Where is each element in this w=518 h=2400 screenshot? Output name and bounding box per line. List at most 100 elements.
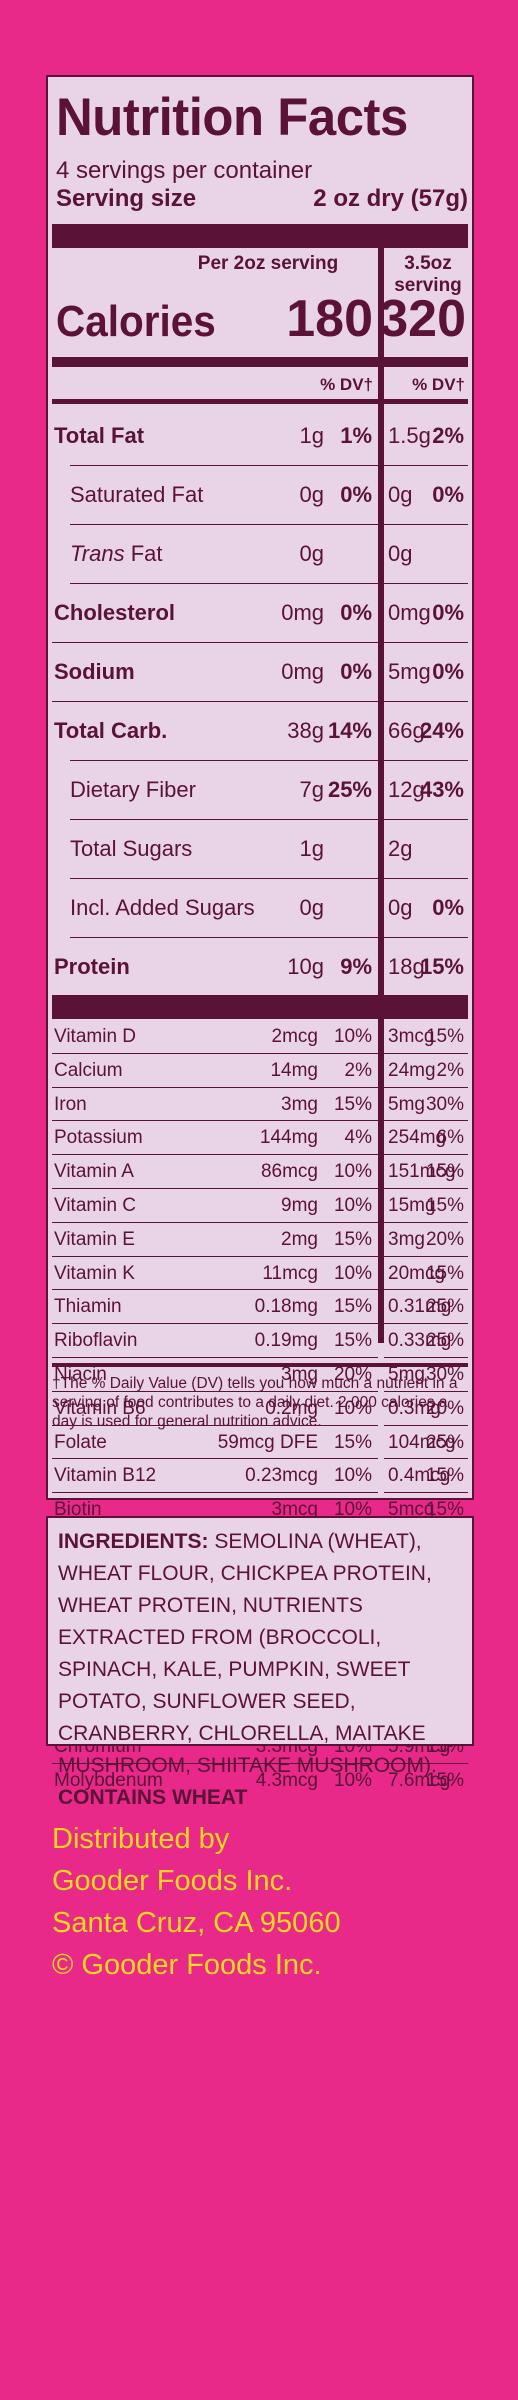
vitamin-dv-col1: 2% — [344, 1059, 372, 1081]
vitamin-row: Potassium 144mg 4% 254mg 6% — [48, 1120, 472, 1154]
nutrient-name: Dietary Fiber — [70, 777, 196, 802]
vitamin-amount-col2: 0.4mcg — [388, 1465, 451, 1487]
vitamin-amount-col1: 3mg — [281, 1093, 318, 1115]
thick-divider — [52, 224, 468, 248]
calories-col1: 180 — [286, 290, 373, 348]
vitamin-amount-col2: 151mcg — [388, 1161, 456, 1183]
vitamin-amount-col2: 3mg — [388, 1228, 425, 1250]
vitamin-amount-col2: 0.3mg — [388, 1397, 441, 1419]
row-divider — [52, 1289, 378, 1291]
vitamin-dv-col2: 25% — [425, 1330, 464, 1352]
vitamin-amount-col1: 0.23mcg — [245, 1465, 318, 1487]
distributor-line1: Distributed by — [52, 1823, 230, 1855]
nutrient-amount-col1: 0g — [299, 482, 324, 507]
row-divider — [384, 1221, 468, 1223]
vitamin-amount-col2: 104mcg — [388, 1431, 456, 1453]
row-divider — [52, 701, 378, 702]
nutrient-row: Total Sugars 1g 2g — [48, 820, 472, 879]
vitamin-dv-col2: 15% — [425, 1262, 464, 1284]
nutrient-amount-col2: 66g — [388, 718, 425, 743]
nutrient-name: Cholesterol — [54, 600, 176, 625]
vitamin-amount-col1: 3mcg — [271, 1499, 318, 1521]
nutrient-dv-col1: 25% — [327, 777, 372, 802]
row-divider — [70, 465, 378, 466]
vitamin-dv-col1: 15% — [333, 1228, 372, 1250]
dv-divider-right — [384, 399, 468, 404]
vitamin-amount-col1: 0.18mg — [254, 1296, 318, 1318]
row-divider — [52, 1154, 378, 1156]
vitamin-amount-col2: 20mcg — [388, 1262, 446, 1284]
row-divider — [384, 1154, 468, 1156]
vitamin-name: Vitamin A — [54, 1161, 134, 1183]
nutrient-dv-col2: 24% — [419, 718, 464, 743]
vitamin-row: Vitamin B6 0.2mg 10% 0.3mg 20% — [48, 1391, 472, 1425]
row-divider — [70, 760, 378, 761]
vitamin-dv-col1: 10% — [333, 1195, 372, 1216]
row-divider — [384, 878, 468, 879]
vitamin-amount-col1: 86mcg — [260, 1161, 318, 1183]
vitamin-amount-col1: 4.3mcg — [256, 1770, 318, 1792]
vitamin-amount-col1: 59mcg DFE — [217, 1431, 318, 1453]
nutrient-amount-col2: 5mg — [388, 659, 431, 684]
row-divider — [384, 1357, 468, 1358]
vitamin-name: Folate — [54, 1431, 107, 1453]
nutrition-title: Nutrition Facts — [56, 88, 408, 147]
col1-header: Per 2oz serving — [197, 253, 339, 274]
nutrient-dv-col2: 0% — [432, 895, 464, 920]
vitamin-row: Iron 3mg 15% 5mg 30% — [48, 1087, 472, 1121]
row-divider — [384, 819, 468, 820]
row-divider — [384, 1255, 468, 1257]
nutrient-amount-col1: 0g — [299, 895, 324, 920]
nutrient-dv-col2: 0% — [432, 482, 464, 507]
row-divider — [52, 1762, 378, 1764]
nutrient-row: Total Fat 1g 1% 1.5g 2% — [48, 407, 472, 466]
row-divider — [384, 760, 468, 761]
vitamin-row: Vitamin K 11mcg 10% 20mcg 15% — [48, 1256, 472, 1290]
row-divider — [384, 1762, 468, 1764]
col2-header: 3.5oz serving — [394, 253, 462, 296]
vitamin-amount-col2: 24mg — [388, 1059, 436, 1081]
vitamin-dv-col1: 10% — [333, 1499, 372, 1521]
vitamin-name: Molybdenum — [54, 1770, 163, 1792]
nutrient-dv-col1: 14% — [327, 718, 372, 743]
nutrient-amount-col2: 2g — [388, 836, 413, 861]
vitamin-dv-col1: 15% — [333, 1431, 372, 1453]
nutrient-row: Total Carb. 38g 14% 66g 24% — [48, 702, 472, 761]
row-divider — [52, 1255, 378, 1257]
vitamin-dv-col1: 10% — [333, 1161, 372, 1183]
row-divider — [384, 1424, 468, 1426]
row-divider — [384, 465, 468, 466]
servings-per-container: 4 servings per container — [56, 157, 313, 184]
vitamin-dv-col1: 15% — [333, 1093, 372, 1115]
vitamin-amount-col2: 5mg — [388, 1093, 425, 1115]
nutrient-amount-col1: 10g — [287, 954, 324, 979]
nutrient-dv-col2: 0% — [432, 659, 464, 684]
row-divider — [384, 1120, 468, 1122]
row-divider — [384, 1289, 468, 1291]
vitamin-dv-col2: 15% — [425, 1026, 464, 1047]
vitamin-amount-col2: 254mg — [388, 1127, 447, 1149]
vitamin-amount-col2: 0.33mg — [388, 1330, 452, 1352]
vitamin-name: Niacin — [54, 1364, 107, 1385]
vitamin-row: Vitamin C 9mg 10% 15mg 15% — [48, 1188, 472, 1222]
vitamin-amount-col2: 0.31mg — [388, 1296, 452, 1318]
vitamin-name: Potassium — [54, 1127, 143, 1149]
vitamin-dv-col2: 25% — [425, 1431, 464, 1453]
daily-value-footnote: †The % Daily Value (DV) tells you how mu… — [52, 1375, 458, 1430]
ingredients-label: INGREDIENTS: — [58, 1530, 209, 1553]
vitamin-row: Thiamin 0.18mg 15% 0.31mg 25% — [48, 1289, 472, 1323]
row-divider — [52, 1120, 378, 1122]
thick-divider-vitamins-right — [384, 995, 468, 1019]
nutrient-row: Protein 10g 9% 18g 15% — [48, 938, 472, 997]
vitamin-amount-col1: 0.2mg — [265, 1397, 318, 1419]
vitamin-dv-col2: 30% — [425, 1364, 464, 1385]
nutrient-dv-col2: 0% — [432, 600, 464, 625]
row-divider — [70, 819, 378, 820]
nutrient-name: Trans Fat — [70, 541, 163, 566]
vitamin-row: Molybdenum 4.3mcg 10% 7.6mcg15% — [48, 1763, 472, 1797]
nutrient-name: Total Carb. — [54, 718, 168, 743]
vitamin-dv-col2: 20% — [425, 1228, 464, 1250]
row-divider — [70, 524, 378, 525]
vitamin-row: Folate 59mcg DFE 15% 104mcg 25% — [48, 1425, 472, 1459]
vitamin-amount-col1: 144mg — [259, 1127, 318, 1149]
